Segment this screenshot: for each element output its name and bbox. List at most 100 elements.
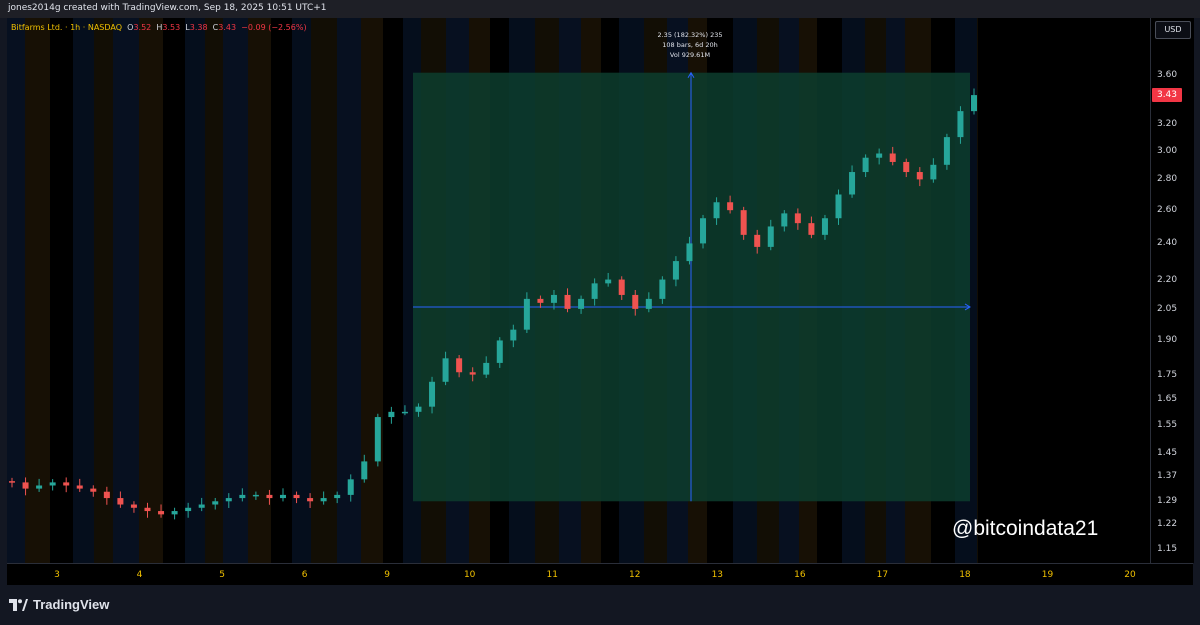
- session-band: [185, 18, 205, 563]
- candle-body: [117, 498, 124, 505]
- price-tick-label: 1.15: [1157, 544, 1178, 554]
- close-value: 3.43: [218, 23, 237, 32]
- candle-body: [903, 161, 910, 173]
- price-scale[interactable]: [1150, 18, 1194, 563]
- candle-body: [279, 494, 286, 499]
- candle-body: [578, 298, 585, 309]
- price-tick-label: 2.60: [1157, 205, 1178, 216]
- time-tick-label: 4: [136, 570, 143, 580]
- time-tick-label: 3: [54, 570, 60, 580]
- candle-body: [307, 498, 314, 502]
- candle-body: [767, 226, 774, 247]
- measure-vertical-arrow: [687, 71, 695, 78]
- candle-body: [374, 417, 381, 462]
- measure-volume: Vol 929.61M: [669, 51, 711, 59]
- candle-body: [781, 213, 788, 227]
- candle-body: [862, 157, 869, 173]
- session-band: [248, 18, 271, 563]
- measure-horizontal-arrow: [964, 303, 971, 311]
- candle-body: [564, 294, 571, 309]
- open-value: 3.52: [133, 23, 152, 32]
- time-tick-label: 16: [794, 570, 806, 580]
- price-tick-label: 1.22: [1157, 519, 1178, 530]
- time-tick-label: 12: [629, 570, 641, 580]
- symbol-name: Bitfarms Ltd. · 1h · NASDAQ: [11, 23, 123, 32]
- candle-body: [347, 479, 354, 495]
- candle-body: [632, 294, 639, 309]
- tradingview-wordmark: TradingView: [33, 597, 110, 612]
- author-byline: jones2014g created with TradingView.com,…: [8, 3, 327, 13]
- tradingview-logo[interactable]: TradingView: [9, 597, 109, 612]
- candle-body: [212, 501, 219, 505]
- candle-body: [456, 358, 463, 373]
- candle-body: [334, 494, 341, 499]
- candle-body: [713, 202, 720, 219]
- time-tick-label: 18: [959, 570, 971, 580]
- candle-body: [808, 223, 815, 235]
- price-tick-label: 1.37: [1157, 471, 1178, 482]
- session-band: [977, 18, 978, 563]
- candle-body: [483, 362, 490, 375]
- change-value: −0.09 (−2.56%): [241, 23, 307, 32]
- measure-tooltip: 2.35 (182.32%) 235 108 bars, 6d 20h Vol …: [640, 30, 740, 60]
- time-scale[interactable]: [7, 563, 1193, 585]
- time-tick-label: 5: [219, 570, 225, 580]
- candle-body: [943, 137, 950, 165]
- candle-body: [401, 411, 408, 414]
- session-band: [73, 18, 94, 563]
- time-tick-label: 9: [384, 570, 391, 580]
- candle-body: [727, 202, 734, 211]
- candle-body: [22, 482, 29, 489]
- currency-button[interactable]: USD: [1155, 21, 1191, 39]
- candle-body: [510, 329, 517, 341]
- candle-body: [429, 381, 436, 407]
- candle-body: [49, 482, 56, 486]
- time-tick-label: 19: [1041, 570, 1054, 580]
- candle-body: [930, 164, 937, 180]
- candle-body: [821, 218, 828, 235]
- candle-body: [469, 372, 476, 375]
- watermark-handle: @bitcoindata21: [952, 517, 1099, 540]
- price-tick-label: 1.45: [1157, 447, 1178, 458]
- time-tick-label: 13: [711, 570, 724, 580]
- candle-body: [686, 243, 693, 262]
- price-tick-label: 3.20: [1157, 118, 1178, 129]
- price-tick-label: 1.55: [1157, 420, 1178, 431]
- session-band: [311, 18, 337, 563]
- candle-body: [957, 111, 964, 138]
- open-label: O: [127, 23, 134, 32]
- time-tick-label: 10: [463, 570, 476, 580]
- measure-bars: 108 bars, 6d 20h: [662, 41, 718, 49]
- tradingview-icon: [9, 598, 28, 611]
- price-tick-label: 1.90: [1157, 335, 1178, 346]
- candle-body: [320, 498, 327, 502]
- symbol-legend: Bitfarms Ltd. · 1h · NASDAQ O3.52 H3.53 …: [11, 23, 307, 32]
- candle-body: [90, 488, 97, 492]
- candle-body: [239, 494, 246, 499]
- candle-body: [103, 491, 110, 499]
- time-tick-label: 17: [876, 570, 889, 580]
- session-band: [94, 18, 113, 563]
- price-tick-label: 2.80: [1157, 174, 1178, 185]
- candle-body: [672, 261, 679, 280]
- high-label: H: [156, 23, 163, 32]
- candle-body: [158, 511, 165, 515]
- candle-body: [591, 283, 598, 299]
- session-band: [205, 18, 223, 563]
- candle-body: [198, 504, 205, 508]
- candle-body: [605, 279, 612, 284]
- candle-body: [537, 298, 544, 303]
- candle-body: [618, 279, 625, 295]
- high-value: 3.53: [162, 23, 181, 32]
- candle-body: [9, 481, 15, 483]
- candle-body: [36, 485, 43, 489]
- candle-body: [144, 507, 151, 512]
- session-band: [7, 18, 25, 563]
- session-band: [337, 18, 361, 563]
- candle-body: [171, 511, 178, 515]
- price-tick-label: 1.75: [1157, 369, 1178, 380]
- candle-body: [185, 507, 192, 512]
- session-band: [139, 18, 163, 563]
- candle-body: [550, 294, 557, 303]
